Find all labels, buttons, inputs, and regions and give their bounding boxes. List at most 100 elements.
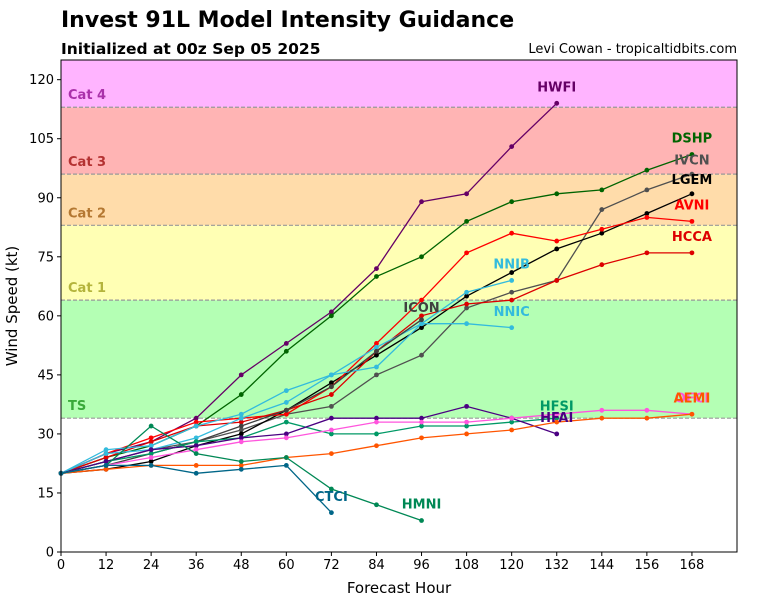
- series-point-aemi: [193, 463, 199, 468]
- series-point-hcca: [419, 313, 424, 319]
- series-point-ivcn: [374, 372, 379, 378]
- x-tick-label: 132: [544, 558, 569, 573]
- series-hmni: [58, 423, 424, 523]
- x-tick-label: 120: [499, 558, 524, 573]
- series-point-avni: [644, 215, 650, 220]
- series-point-dshp: [644, 167, 650, 173]
- series-point-hfai: [329, 415, 334, 421]
- series-point-ctci: [329, 510, 334, 516]
- series-point-hcca: [689, 250, 695, 256]
- series-point-aemi: [419, 435, 424, 441]
- x-tick-label: 108: [454, 558, 479, 573]
- band-label-ts: TS: [68, 399, 86, 414]
- band-cat-1: [61, 225, 737, 301]
- plot-frame: [60, 59, 738, 553]
- series-point-aemi: [329, 451, 334, 456]
- series-point-nnic: [374, 344, 379, 350]
- series-point-ofci: [509, 415, 515, 421]
- series-point-dshp: [689, 152, 695, 157]
- x-tick-label: 144: [589, 558, 614, 573]
- y-tick-label: 105: [29, 132, 54, 147]
- series-point-ctci: [103, 463, 109, 468]
- series-lgem: [58, 191, 695, 476]
- model-label-nnic: NNIC: [494, 305, 530, 320]
- model-label-hcca: HCCA: [672, 230, 712, 245]
- model-label-nnib: NNIB: [493, 258, 530, 273]
- category-labels: TS Cat 1 Cat 2 Cat 3 Cat 4: [68, 88, 106, 414]
- y-tick-label: 45: [37, 368, 54, 383]
- model-label-ctci: CTCI: [315, 490, 348, 505]
- series-point-hmni: [419, 518, 424, 523]
- x-tick-label: 168: [680, 558, 705, 573]
- series-point-icon: [283, 407, 289, 413]
- y-tick-label: 90: [37, 191, 54, 206]
- series-point-dshp: [374, 274, 379, 279]
- series-point-hfai: [283, 431, 289, 437]
- axes: 0 12 24 36 48 60 72 84 96 108 120 132 144 156 168 0 15 30…: [29, 73, 704, 573]
- series-point-hfai: [103, 459, 109, 464]
- model-label-hwfi: HWFI: [537, 80, 576, 95]
- series-point-nnib: [464, 289, 469, 295]
- series-point-ofci: [419, 419, 424, 425]
- series-point-nnib: [283, 388, 289, 394]
- series-point-dshp: [238, 392, 244, 397]
- series-point-dshp: [509, 199, 515, 205]
- series-point-hfsi: [509, 419, 515, 425]
- series-point-ofci: [238, 439, 244, 445]
- series-point-aemi: [103, 466, 109, 472]
- series-point-lgem: [554, 246, 560, 252]
- x-tick-label: 0: [57, 558, 65, 573]
- series-point-ivcn: [464, 305, 469, 311]
- series-point-aemi: [689, 411, 695, 417]
- band-label-cat-1: Cat 1: [68, 281, 106, 296]
- series-point-avni: [283, 411, 289, 417]
- series-point-hcca: [148, 439, 154, 445]
- series-point-nnib: [509, 278, 515, 283]
- series-point-nnic: [329, 372, 334, 378]
- series-point-aemi: [509, 427, 515, 433]
- series-point-ctci: [238, 466, 244, 472]
- series-point-avni: [419, 297, 424, 303]
- series-point-dshp: [599, 187, 605, 193]
- series-point-lgem: [464, 293, 469, 299]
- series-point-avni: [464, 250, 469, 256]
- series-point-dshp: [419, 254, 424, 260]
- series-point-ivcn: [419, 352, 424, 358]
- x-tick-label: 48: [233, 558, 250, 573]
- series-point-hfsi: [329, 431, 334, 437]
- series-point-ofci: [283, 435, 289, 441]
- band-cat-4: [61, 60, 737, 108]
- series-point-hfai: [238, 435, 244, 441]
- series-point-hfsi: [419, 423, 424, 429]
- series-point-hcca: [238, 419, 244, 425]
- series-point-hfai: [193, 443, 199, 449]
- series-point-hwfi: [329, 309, 334, 315]
- series-point-ivcn: [329, 403, 334, 409]
- series-point-hfsi: [464, 423, 469, 429]
- series-point-hwfi: [238, 372, 244, 378]
- series-point-hcca: [329, 392, 334, 397]
- series-point-ctci: [148, 463, 154, 468]
- series-point-hcca: [599, 262, 605, 268]
- x-axis-label: Forecast Hour: [347, 579, 452, 597]
- series-point-avni: [374, 340, 379, 346]
- series-point-icon: [374, 348, 379, 354]
- series-point-lgem: [329, 380, 334, 386]
- x-tick-label: 36: [188, 558, 205, 573]
- series-point-lgem: [509, 270, 515, 275]
- series-point-icon: [329, 384, 334, 390]
- series-point-nnib: [103, 447, 109, 453]
- series-point-hwfi: [374, 266, 379, 272]
- series-point-hwfi: [193, 415, 199, 421]
- model-label-avni: AVNI: [674, 199, 709, 214]
- series-point-hfai: [419, 415, 424, 421]
- model-label-aemi: AEMI: [674, 391, 711, 406]
- series-point-nnib: [238, 411, 244, 417]
- series-point-aemi: [599, 415, 605, 421]
- series-point-nnib: [374, 364, 379, 370]
- y-axis-label: Wind Speed (kt): [3, 246, 21, 367]
- series-point-hmni: [374, 502, 379, 508]
- series-point-ctci: [283, 463, 289, 468]
- y-tick-label: 75: [37, 250, 54, 265]
